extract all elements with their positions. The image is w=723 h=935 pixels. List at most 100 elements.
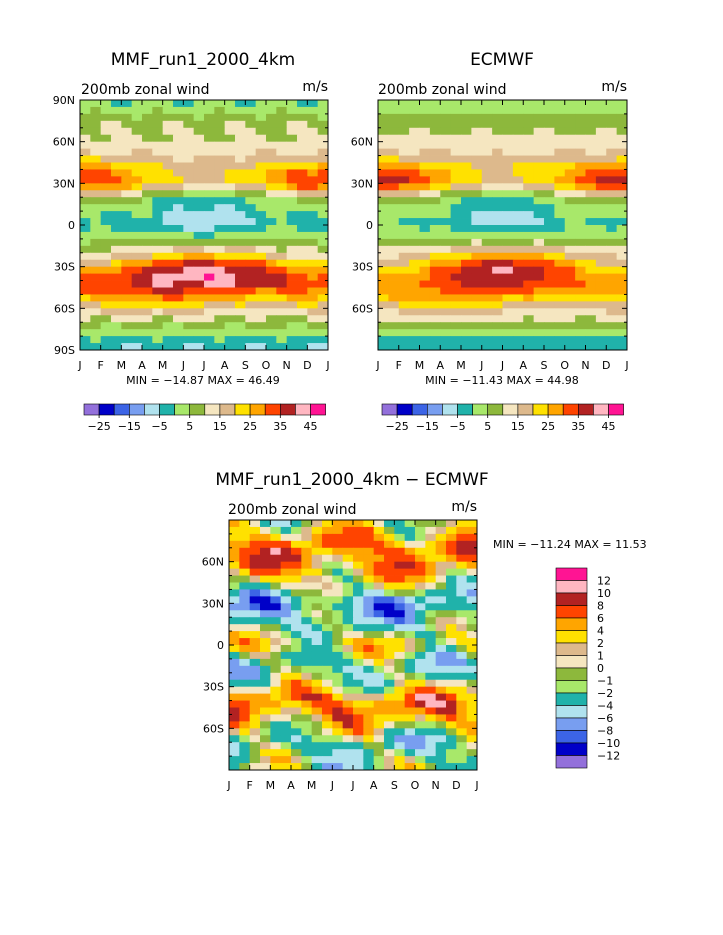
field-cell [429,211,441,219]
colorbar-swatch [264,403,281,416]
field-cell [276,336,288,344]
field-cell [419,113,431,122]
field-cell [297,204,308,212]
field-cell [193,120,205,129]
field-cell [450,190,462,198]
field-cell [544,100,555,108]
field-cell [297,329,308,337]
field-cell [322,582,333,590]
field-cell [121,322,133,330]
field-cell [270,561,282,570]
field-cell [575,294,586,302]
field-cell [575,162,586,170]
field-cell [80,183,91,191]
field-cell [286,273,298,281]
field-cell [415,728,426,736]
field-cell [322,714,333,722]
field-cell [307,106,319,115]
field-cell [404,735,416,743]
field-cell [322,651,333,660]
field-cell [363,756,375,764]
field-cell [435,624,447,632]
field-cell [183,183,195,191]
field-cell [162,280,174,288]
field-cell [523,134,535,143]
field-cell [384,658,395,667]
field-cell [466,735,478,743]
field-cell [342,596,354,604]
field-cell [523,315,535,323]
panel-mmf-units: m/s [302,79,328,95]
field-cell [183,343,195,351]
colorbar-swatch [547,403,564,416]
field-cell [616,100,628,108]
field-cell [317,211,329,219]
field-cell [384,520,395,528]
panel-ecmwf-subtitle: 200mb zonal wind [378,82,507,98]
field-cell [502,204,514,212]
field-cell [152,162,164,170]
field-cell [276,280,288,288]
field-cell [492,301,503,309]
field-cell [204,294,215,302]
field-cell [544,280,555,288]
field-cell [90,183,102,191]
colorbar-label: 10 [597,587,611,600]
field-cell [554,218,566,226]
field-cell [121,120,133,129]
field-cell [266,259,277,268]
field-cell [440,120,452,129]
field-cell [502,294,514,302]
field-cell [245,190,257,198]
field-cell [404,603,416,611]
field-cell [461,190,472,198]
field-cell [435,610,447,618]
field-cell [523,343,535,351]
field-cell [131,197,143,205]
field-cell [616,231,628,240]
field-cell [286,329,298,337]
field-cell [173,329,184,337]
field-cell [373,686,385,695]
field-cell [388,287,400,295]
field-cell [456,554,468,563]
field-cell [606,211,618,219]
field-cell [373,749,385,757]
field-cell [280,638,292,646]
field-cell [342,568,354,576]
field-cell [173,106,184,115]
field-cell [502,183,514,191]
field-cell [425,756,437,764]
field-cell [142,273,153,281]
field-cell [544,315,555,323]
field-cell [131,287,143,295]
field-cell [307,134,319,143]
field-cell [111,100,122,108]
field-cell [131,211,143,219]
field-cell [255,155,267,163]
field-cell [322,575,333,583]
field-cell [440,127,452,136]
field-cell [429,343,441,351]
field-cell [270,603,282,611]
field-cell [585,343,597,351]
colorbar-label: −2 [597,687,613,700]
panel-mmf-title: MMF_run1_2000_4km [111,50,295,70]
field-cell [415,638,426,646]
field-cell [353,693,364,701]
field-cell [450,211,462,219]
field-cell [297,287,308,295]
field-cell [235,176,246,184]
field-cell [481,245,493,254]
field-cell [502,315,514,323]
field-cell [317,294,329,302]
field-cell [440,343,452,351]
field-cell [297,176,308,184]
field-cell [404,707,416,715]
field-cell [342,763,354,771]
field-cell [266,176,277,184]
field-cell [544,225,555,233]
field-cell [456,631,468,639]
colorbar-swatch [517,403,534,416]
field-cell [235,301,246,309]
